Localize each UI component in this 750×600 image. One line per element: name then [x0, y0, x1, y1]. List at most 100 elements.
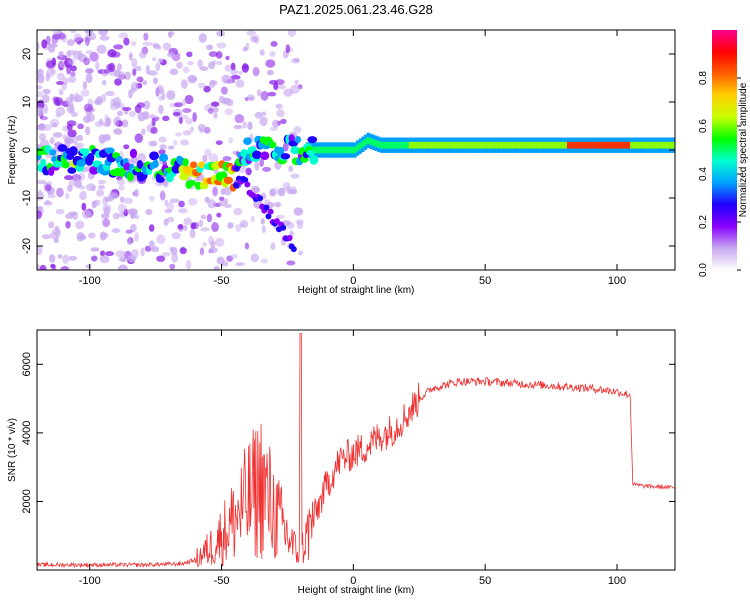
spectrogram-noise-blob [158, 136, 167, 143]
spectrogram-band-core [424, 141, 428, 149]
spectrogram-ridge-blob [182, 158, 189, 167]
spectrogram-noise-blob [68, 75, 77, 83]
spectrogram-noise-blob [58, 89, 64, 96]
spectrogram-noise-blob [102, 218, 111, 228]
spectrogram-noise-blob [147, 70, 158, 76]
spectrogram-band-core [329, 146, 333, 154]
spectrogram-band-core [527, 141, 531, 149]
spectrogram-noise-blob [85, 68, 94, 74]
spectrogram-noise-blob [252, 66, 260, 77]
spectrogram-noise-blob [51, 57, 57, 67]
x-tick-label: 100 [608, 575, 626, 587]
spectrogram-noise-blob [118, 264, 128, 270]
spectrogram-noise-blob [270, 40, 278, 47]
spectrogram-band-core [667, 141, 671, 149]
spectrogram-band-core [429, 141, 434, 149]
spectrogram-band-core [353, 146, 357, 154]
spectrogram-band-core [445, 141, 449, 149]
spectrogram-ridge-blob [104, 147, 115, 154]
spectrogram-noise-blob [55, 106, 66, 116]
spectrogram-band-core [406, 141, 410, 149]
spectrogram-noise-blob [128, 52, 133, 61]
spectrogram-noise-blob [207, 107, 214, 115]
spectrogram-noise-blob [128, 110, 137, 118]
spectrogram-noise-blob [149, 195, 155, 202]
spectrogram-noise-blob [200, 227, 210, 232]
spectrogram-noise-blob [294, 79, 299, 85]
spectrogram-noise-blob [168, 31, 173, 39]
spectrogram-band-core [506, 141, 510, 149]
spectrogram-noise-blob [171, 252, 179, 263]
spectrogram-noise-blob [107, 49, 117, 58]
spectrogram-noise-blob [186, 51, 193, 58]
spectrogram-band-core [635, 141, 639, 149]
spectrogram-noise-blob [127, 254, 137, 263]
spectrogram-noise-blob [90, 247, 100, 252]
spectrogram-noise-blob [289, 186, 297, 195]
spectrogram-band-core [564, 141, 568, 149]
spectrogram-band-core [490, 141, 494, 149]
spectrogram-ridge-blob [194, 181, 203, 190]
spectrogram-ridge-blob [76, 159, 87, 167]
spectrogram-band-core [648, 141, 652, 149]
spectrogram-noise-blob [142, 80, 148, 86]
spectrogram-noise-blob [99, 231, 107, 241]
spectrogram-noise-blob [41, 39, 48, 49]
spectrogram-band-core [472, 141, 476, 149]
spectrogram-ridge-blob [307, 136, 318, 144]
spectrogram-noise-blob [259, 116, 268, 127]
spectrogram-noise-blob [140, 247, 145, 257]
spectrogram-noise-blob [67, 58, 76, 65]
spectrogram-branch-blob [233, 165, 240, 172]
spectrogram-band-core [345, 146, 349, 154]
spectrogram-noise-blob [68, 211, 77, 216]
spectrogram-noise-blob [106, 64, 114, 71]
spectrogram-noise-blob [254, 34, 260, 44]
spectrogram-noise-blob [150, 246, 160, 253]
spectrogram-noise-blob [37, 85, 43, 90]
spectrogram-noise-blob [95, 61, 100, 71]
spectrogram-noise-blob [162, 42, 172, 51]
spectrogram-band-core [411, 141, 415, 149]
spectrogram-noise-blob [164, 208, 173, 214]
spectrogram-noise-blob [256, 89, 262, 97]
spectrogram-noise-blob [62, 77, 69, 85]
spectrogram-noise-blob [75, 220, 85, 230]
spectrogram-noise-blob [204, 148, 212, 157]
colorbar-ticks: 0.0 0.2 0.4 0.6 0.8 [698, 71, 741, 277]
spectrogram-noise-blob [55, 208, 65, 215]
spectrogram-noise-blob [134, 133, 143, 144]
spectrogram-band-core [479, 141, 484, 149]
spectrogram-noise-blob [80, 89, 90, 97]
spectrogram-noise-blob [108, 192, 119, 200]
spectrogram-ridge-blob [232, 182, 240, 189]
spectrogram-noise-blob [182, 130, 192, 136]
spectrogram-noise-blob [216, 256, 225, 265]
spectrogram-band-core [514, 141, 518, 149]
spectrogram-noise-blob [76, 232, 85, 242]
x-tick-label: -50 [214, 275, 230, 287]
spectrogram-band-core [593, 141, 597, 149]
spectrogram-noise-blob [120, 196, 125, 203]
spectrogram-ridge-blob [197, 161, 206, 169]
spectrogram-branch-blob [263, 204, 270, 211]
spectrogram-band-core [548, 141, 552, 149]
spectrogram-noise-blob [238, 70, 243, 75]
spectrogram-noise-blob [130, 211, 136, 220]
spectrogram-noise-blob [114, 78, 122, 86]
spectrogram-noise-blob [171, 232, 181, 240]
spectrogram-band-core [659, 141, 663, 149]
spectrogram-noise-blob [124, 71, 131, 81]
spectrogram-noise-blob [197, 123, 206, 132]
spectrogram-noise-blob [224, 108, 234, 116]
spectrogram-ridge-blob [152, 159, 159, 168]
spectrogram-noise-blob [200, 214, 206, 220]
spectrogram-band-core [477, 141, 481, 149]
spectrogram-noise-blob [91, 255, 98, 262]
spectrogram-noise-blob [244, 242, 250, 250]
spectrogram-noise-blob [287, 30, 297, 38]
spectrogram-noise-blob [123, 144, 130, 150]
spectrogram-noise-blob [182, 108, 192, 113]
spectrogram-ridge-blob [268, 141, 277, 149]
x-tick-label: 50 [479, 575, 491, 587]
